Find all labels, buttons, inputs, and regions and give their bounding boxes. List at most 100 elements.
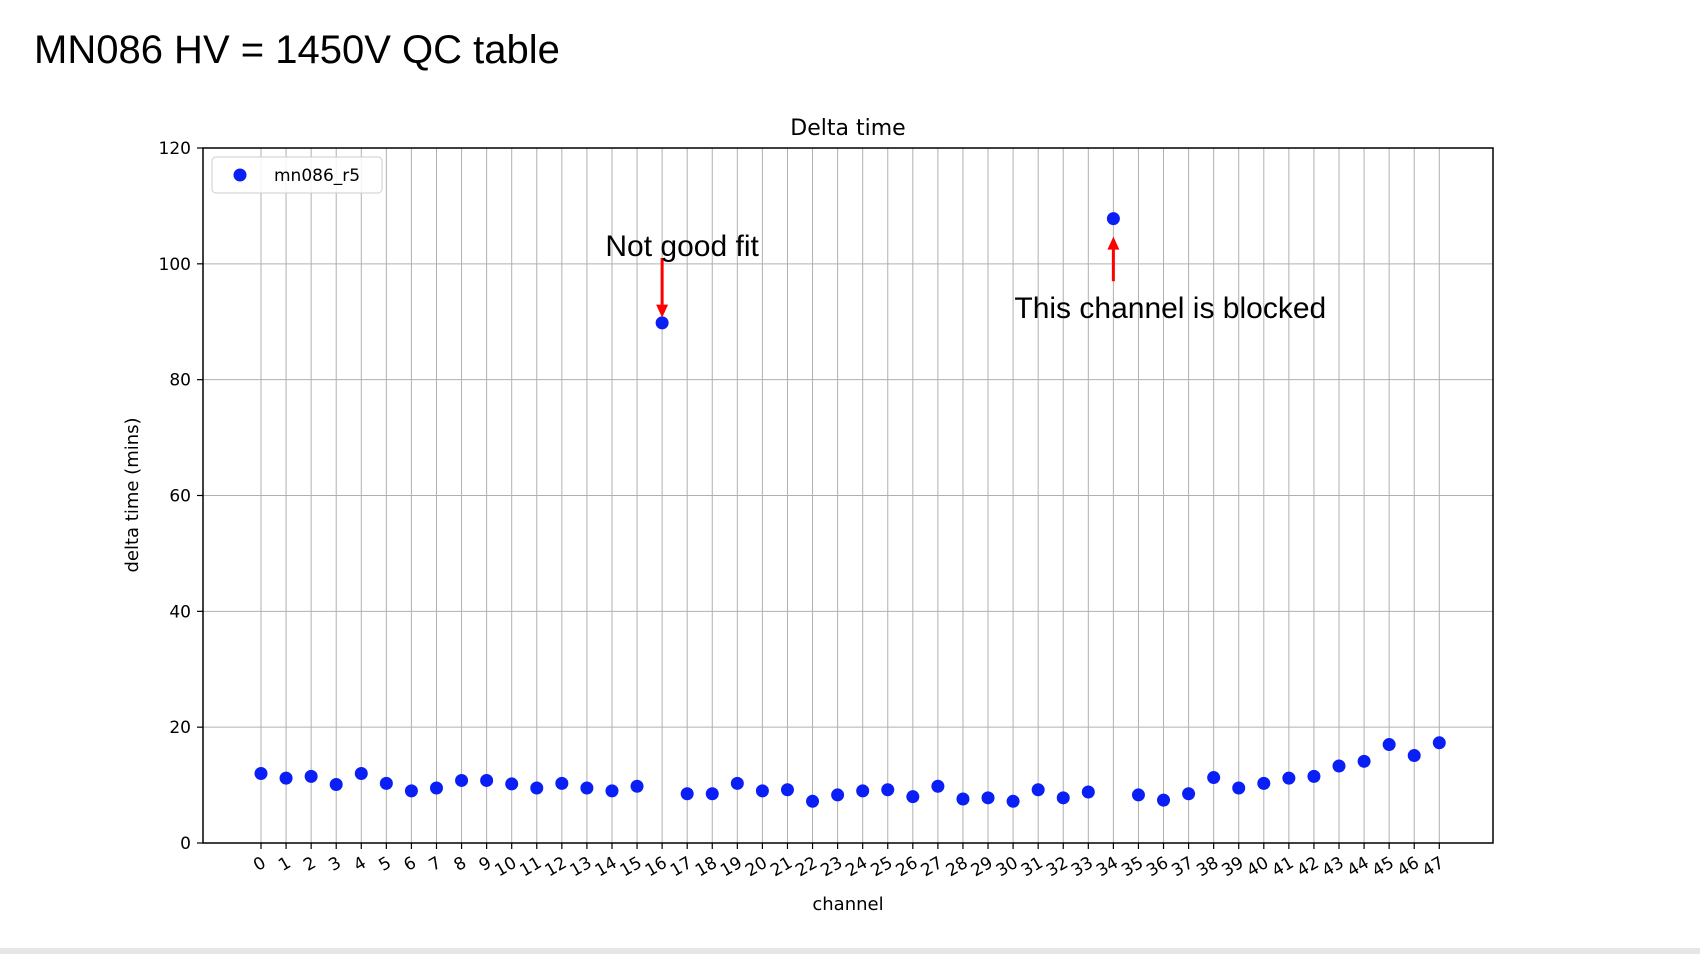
annotation-arrow-head bbox=[656, 304, 669, 318]
x-tick-label: 22 bbox=[792, 853, 821, 881]
y-tick-label: 20 bbox=[169, 718, 191, 738]
x-tick-label: 15 bbox=[617, 853, 646, 881]
x-tick-label: 40 bbox=[1244, 853, 1273, 881]
data-point bbox=[1432, 736, 1446, 750]
data-point bbox=[630, 779, 644, 793]
data-point bbox=[354, 767, 368, 780]
annotation-arrow-head bbox=[1107, 236, 1120, 250]
x-tick-label: 47 bbox=[1419, 853, 1448, 881]
data-point bbox=[254, 767, 268, 780]
x-tick-label: 37 bbox=[1168, 853, 1197, 881]
x-tick-label: 14 bbox=[592, 853, 621, 881]
data-points bbox=[254, 212, 1446, 808]
data-point bbox=[831, 788, 845, 802]
x-axis-ticks: 0 1 2 3 4 5 6 7 8 9101112131415161718192021222324… bbox=[250, 843, 1448, 881]
slide-title: MN086 HV = 1450V QC table bbox=[34, 28, 560, 72]
data-point bbox=[705, 787, 719, 801]
legend-label: mn086_r5 bbox=[274, 166, 360, 186]
data-point bbox=[404, 784, 418, 798]
data-point bbox=[1081, 785, 1095, 799]
data-point bbox=[1407, 749, 1421, 763]
y-tick-label: 80 bbox=[169, 371, 191, 391]
data-point bbox=[806, 794, 820, 808]
x-tick-label: 5 bbox=[375, 853, 394, 876]
data-point bbox=[1182, 787, 1196, 801]
data-point bbox=[956, 792, 970, 806]
data-point bbox=[329, 778, 343, 792]
data-point bbox=[379, 776, 393, 790]
data-point bbox=[1382, 738, 1396, 752]
data-point bbox=[680, 787, 694, 801]
data-point bbox=[1232, 781, 1246, 795]
x-tick-label: 29 bbox=[968, 853, 997, 881]
legend-marker bbox=[233, 168, 247, 182]
data-point bbox=[856, 784, 870, 798]
data-point bbox=[1056, 791, 1070, 805]
x-tick-label: 30 bbox=[993, 853, 1022, 881]
data-point bbox=[455, 773, 469, 787]
x-tick-label: 11 bbox=[517, 853, 546, 881]
data-point bbox=[1282, 771, 1296, 785]
data-point bbox=[279, 771, 293, 785]
data-point bbox=[480, 773, 494, 787]
annotation-channel-blocked: This channel is blocked bbox=[1014, 292, 1326, 325]
x-tick-label: 1 bbox=[275, 853, 294, 876]
y-axis-label: delta time (mins) bbox=[122, 417, 143, 572]
data-point bbox=[881, 783, 895, 797]
data-point bbox=[931, 779, 945, 793]
x-tick-label: 44 bbox=[1344, 853, 1373, 881]
x-tick-label: 27 bbox=[918, 853, 947, 881]
x-tick-label: 23 bbox=[817, 853, 846, 881]
y-tick-label: 60 bbox=[169, 487, 191, 507]
x-tick-label: 0 bbox=[250, 853, 269, 876]
x-tick-label: 7 bbox=[426, 853, 445, 876]
x-tick-label: 26 bbox=[893, 853, 922, 881]
data-point bbox=[1307, 769, 1321, 783]
x-tick-label: 42 bbox=[1294, 853, 1323, 881]
x-tick-label: 21 bbox=[767, 853, 796, 881]
data-point bbox=[1257, 776, 1271, 790]
x-tick-label: 8 bbox=[451, 853, 470, 876]
data-point bbox=[505, 777, 519, 791]
x-tick-label: 3 bbox=[325, 853, 344, 876]
x-tick-label: 10 bbox=[491, 853, 520, 881]
data-point bbox=[906, 790, 920, 804]
legend-box bbox=[211, 156, 383, 194]
data-point bbox=[1131, 788, 1145, 802]
x-tick-label: 24 bbox=[842, 853, 871, 881]
x-tick-label: 12 bbox=[542, 853, 571, 881]
grid-lines bbox=[203, 148, 1493, 843]
data-point bbox=[530, 781, 544, 795]
data-point bbox=[1031, 783, 1045, 797]
x-tick-label: 38 bbox=[1193, 853, 1222, 881]
x-tick-label: 25 bbox=[868, 853, 897, 881]
x-tick-label: 35 bbox=[1118, 853, 1147, 881]
annotations: Not good fit This channel is blocked bbox=[605, 230, 1326, 325]
x-tick-label: 18 bbox=[692, 853, 721, 881]
x-tick-label: 17 bbox=[667, 853, 696, 881]
data-point bbox=[304, 769, 318, 783]
x-tick-label: 46 bbox=[1394, 853, 1423, 881]
y-tick-label: 100 bbox=[159, 255, 191, 275]
data-point bbox=[1332, 759, 1346, 773]
chart-title: Delta time bbox=[790, 116, 905, 141]
legend: mn086_r5 bbox=[211, 156, 383, 194]
x-tick-label: 45 bbox=[1369, 853, 1398, 881]
data-point bbox=[580, 781, 594, 795]
x-tick-label: 31 bbox=[1018, 853, 1047, 881]
x-tick-label: 33 bbox=[1068, 853, 1097, 881]
data-point bbox=[429, 781, 443, 795]
data-point bbox=[605, 784, 619, 798]
data-point bbox=[981, 791, 995, 805]
data-point bbox=[730, 776, 744, 790]
x-tick-label: 20 bbox=[742, 853, 771, 881]
bottom-divider bbox=[0, 948, 1700, 954]
data-point bbox=[655, 316, 669, 330]
data-point bbox=[555, 776, 569, 790]
x-tick-label: 6 bbox=[401, 853, 420, 876]
data-point bbox=[1357, 754, 1371, 768]
y-tick-label: 120 bbox=[159, 139, 191, 159]
data-point bbox=[780, 783, 794, 797]
x-tick-label: 16 bbox=[642, 853, 671, 881]
x-axis-label: channel bbox=[812, 894, 883, 915]
